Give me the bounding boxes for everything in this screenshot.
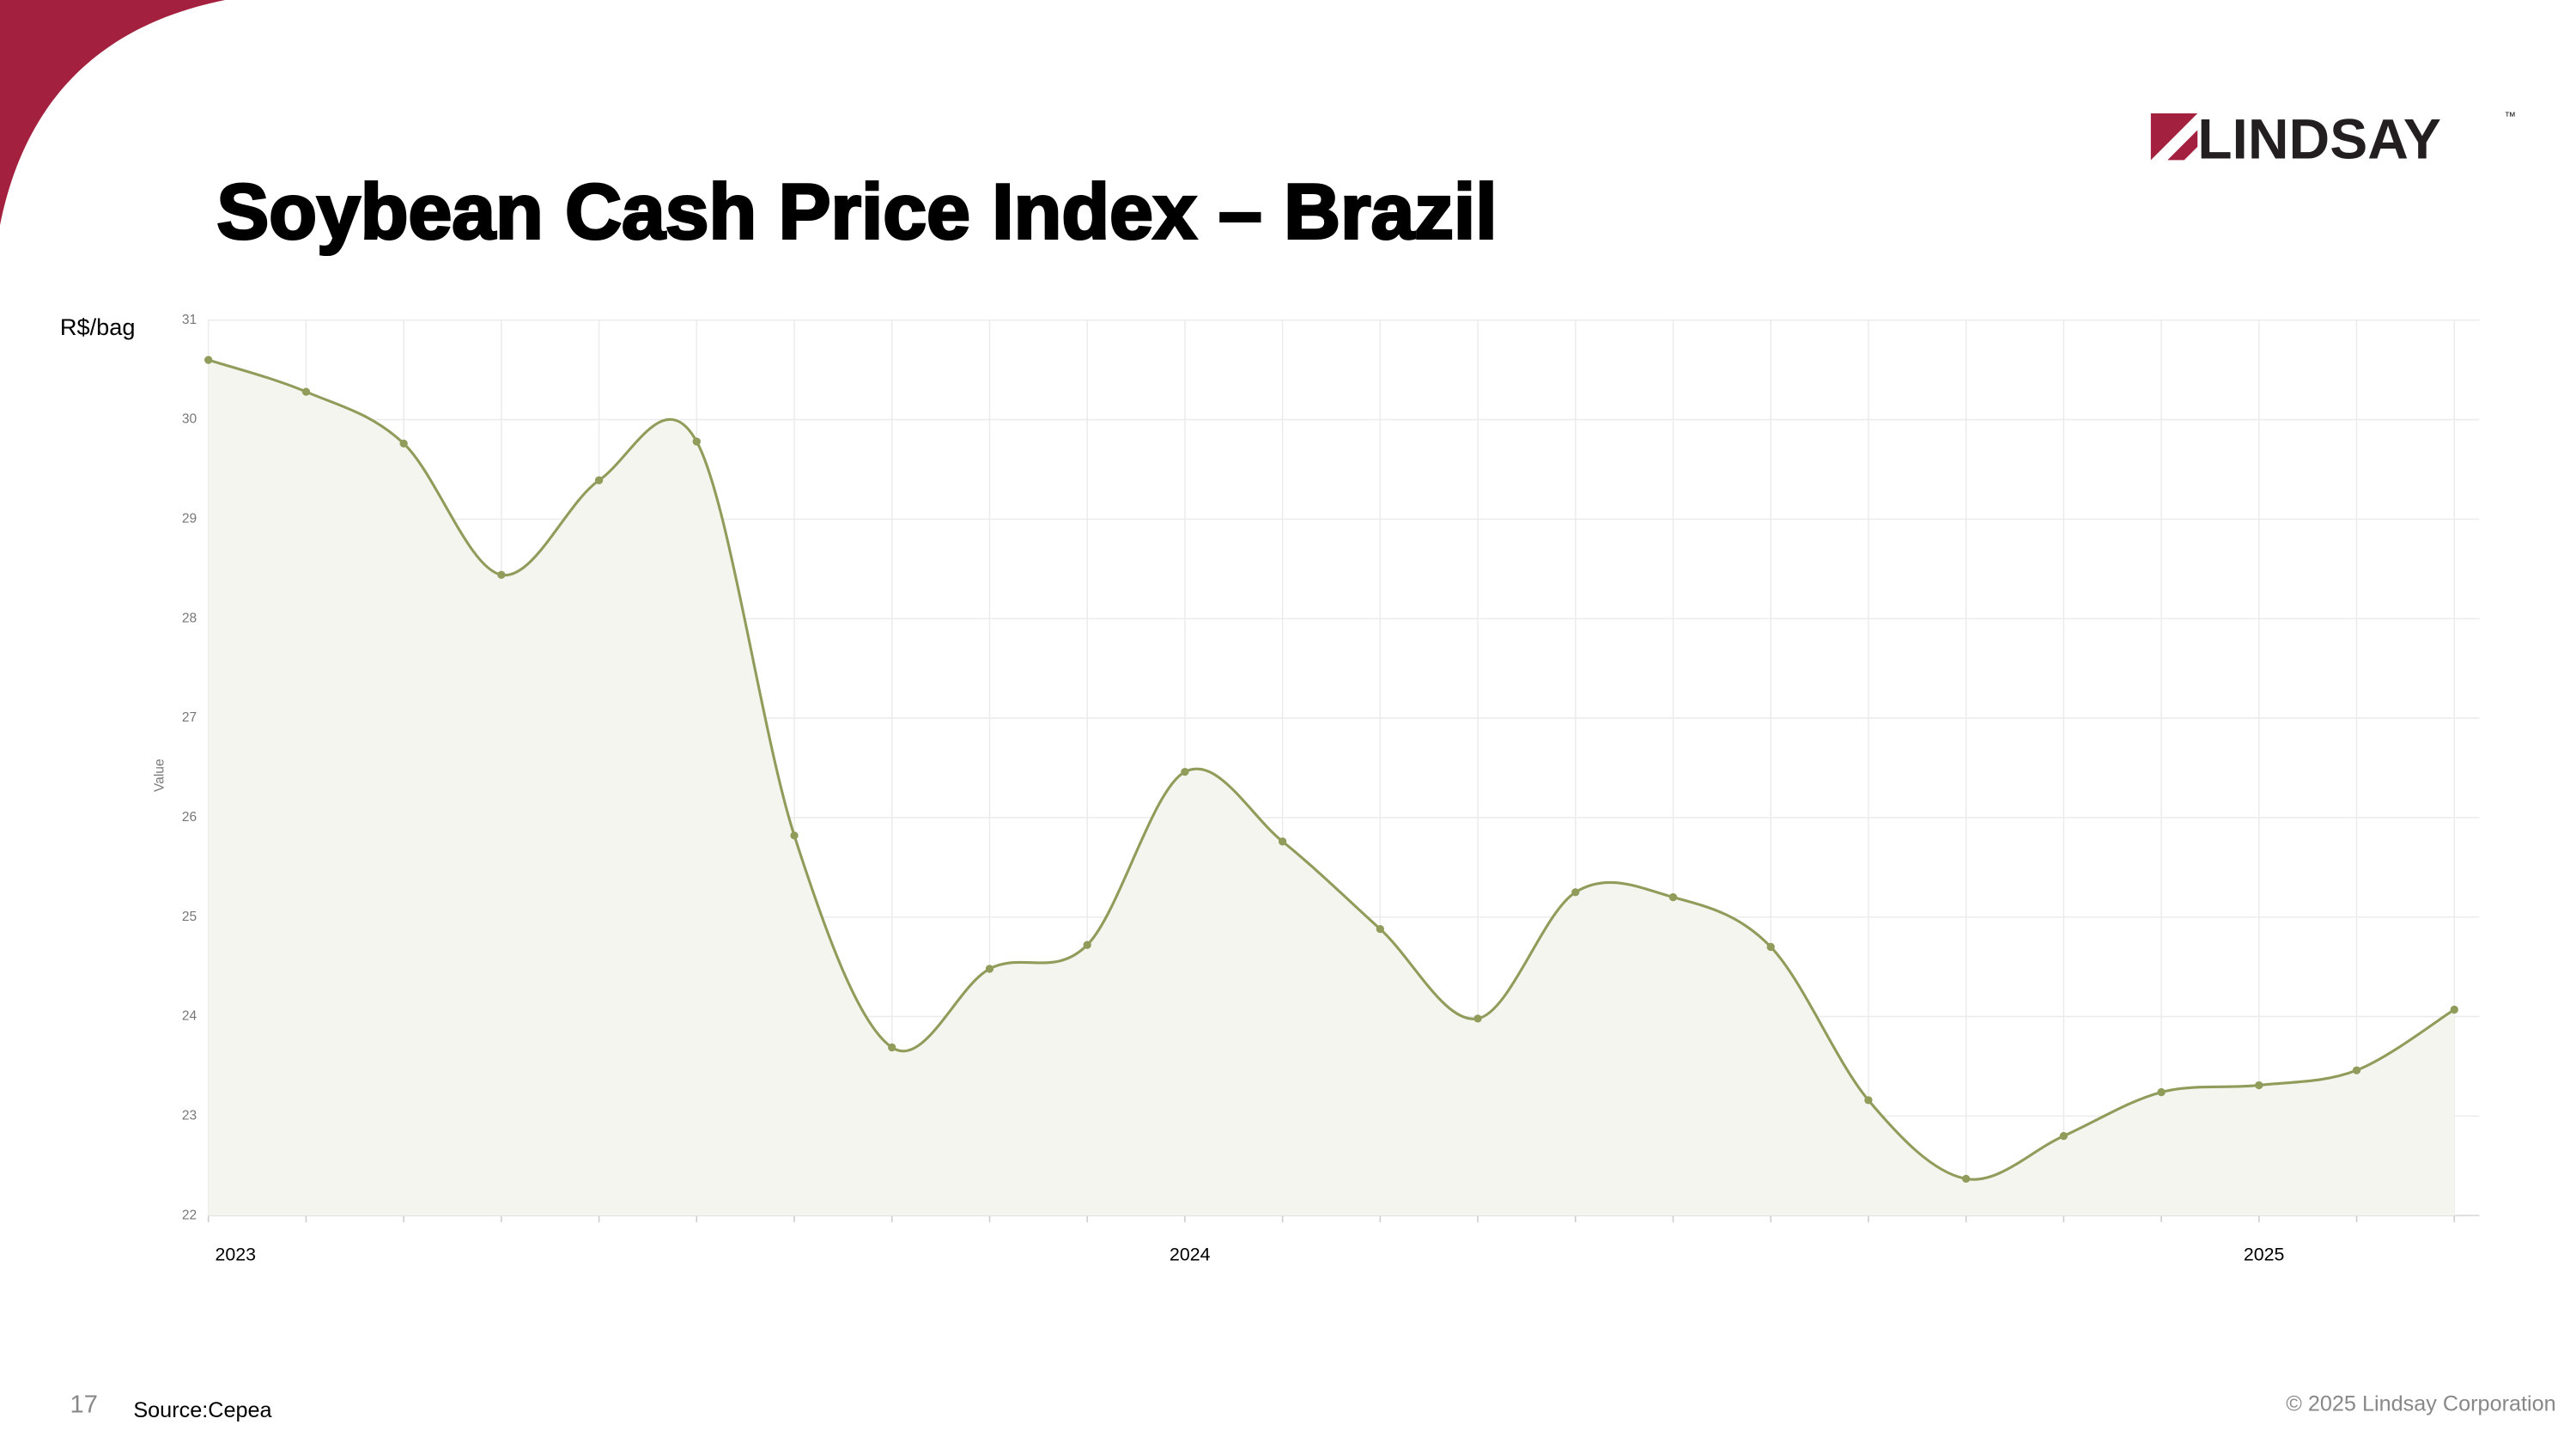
point — [2352, 1066, 2361, 1075]
point — [1473, 1014, 1482, 1023]
point — [1083, 941, 1091, 949]
point — [1571, 888, 1580, 897]
point — [1668, 892, 1678, 902]
point — [1766, 942, 1775, 952]
point — [1181, 767, 1189, 776]
y-tick-label: 22 — [182, 1208, 197, 1222]
point — [2255, 1081, 2263, 1090]
logo: LINDSAY ™ — [2150, 107, 2517, 170]
x-tick-label: 2025 — [2244, 1245, 2284, 1265]
y-tick-label: 24 — [182, 1009, 197, 1024]
source: Source:Cepea — [133, 1398, 272, 1422]
point — [594, 476, 604, 484]
point — [692, 437, 701, 446]
y-tick-label: 30 — [182, 412, 197, 427]
point — [1278, 837, 1287, 846]
point — [1961, 1174, 1971, 1184]
point — [2157, 1087, 2166, 1097]
y-tick-label: 25 — [182, 910, 197, 924]
x-tick-label: 2023 — [215, 1245, 255, 1265]
y-tick-label: 27 — [182, 710, 197, 725]
point — [399, 439, 408, 448]
area — [208, 360, 2455, 1216]
logo-text: LINDSAY — [2197, 107, 2441, 170]
y-tick-label: 26 — [182, 810, 197, 825]
point — [2059, 1131, 2069, 1141]
x-tick-label: 2024 — [1170, 1245, 1211, 1265]
corner-decoration — [0, 0, 226, 226]
point — [1376, 924, 1385, 934]
point — [1864, 1096, 1873, 1105]
point — [888, 1043, 896, 1052]
copyright: © 2025 Lindsay Corporation — [2286, 1391, 2555, 1416]
point — [301, 387, 311, 396]
point — [204, 356, 213, 364]
unit-label: R$/bag — [60, 314, 136, 340]
y-tick-label: 28 — [182, 611, 197, 625]
plot: 22 23 24 25 26 27 28 29 30 31 2023 2024 2025 — [182, 313, 2480, 1265]
point — [790, 831, 799, 840]
logo-mark — [2150, 113, 2198, 161]
point — [985, 965, 994, 973]
y-tick-label: 23 — [182, 1108, 197, 1123]
y-axis-label: Value — [152, 758, 167, 792]
y-tick-label: 29 — [182, 512, 197, 527]
point — [2450, 1005, 2458, 1014]
point — [497, 570, 506, 579]
page-number: 17 — [70, 1391, 98, 1418]
logo-trademark: ™ — [2505, 110, 2517, 123]
slide-title: Soybean Cash Price Index – Brazil — [216, 168, 1497, 256]
y-tick-label: 31 — [182, 313, 197, 327]
